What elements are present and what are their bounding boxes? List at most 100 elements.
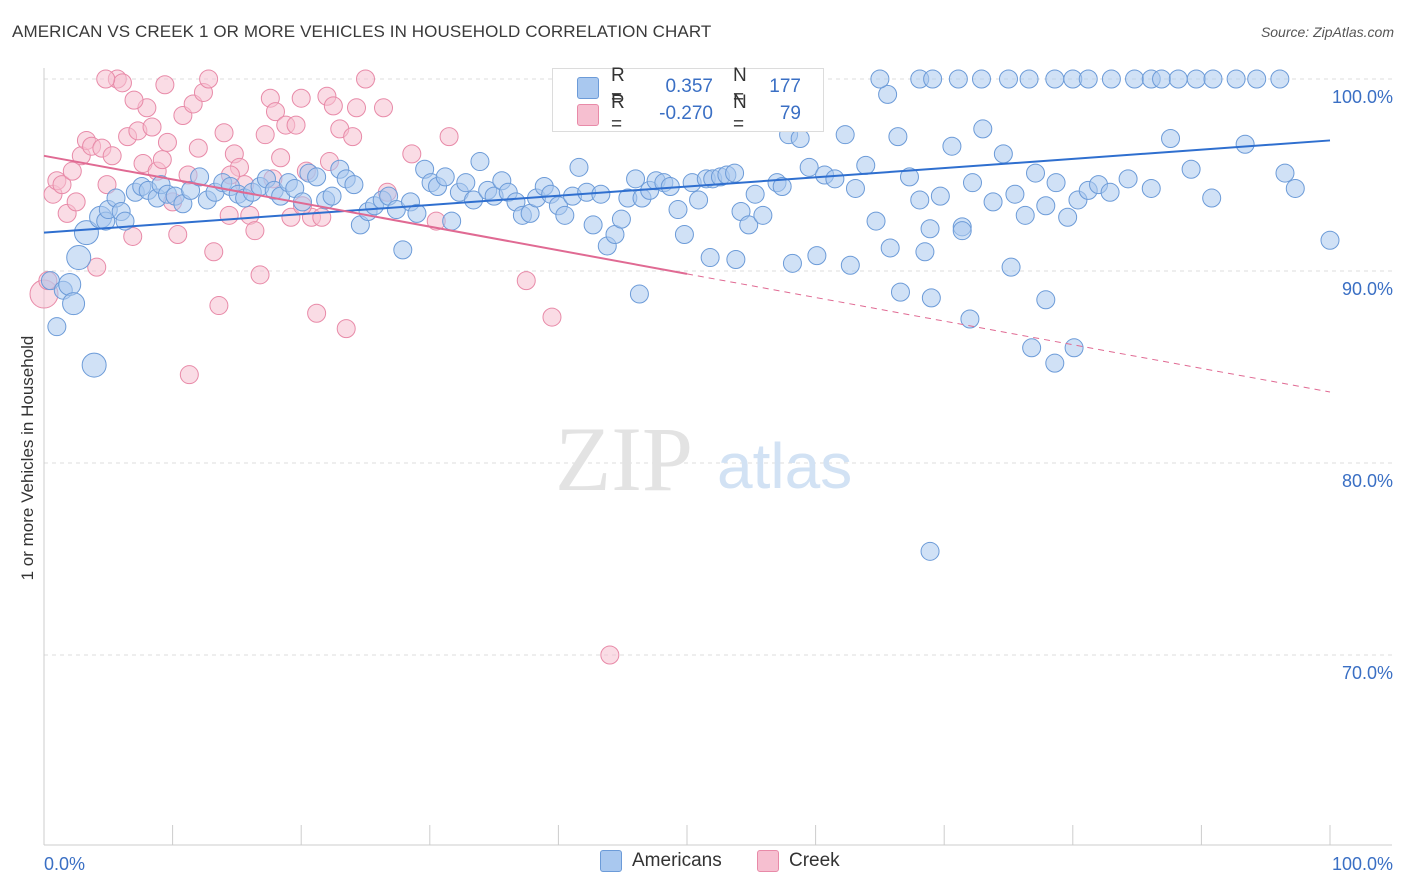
american-point xyxy=(923,69,943,89)
american-point xyxy=(407,203,427,223)
american-point xyxy=(971,69,991,89)
creek-point xyxy=(312,207,332,227)
american-point xyxy=(307,167,327,187)
american-point xyxy=(870,69,890,89)
american-point xyxy=(1186,69,1206,89)
y-axis-title: 1 or more Vehicles in Household xyxy=(18,336,37,581)
american-point xyxy=(1141,178,1161,198)
creek-point xyxy=(204,242,224,262)
american-point xyxy=(799,157,819,177)
americans-n-value: 177 xyxy=(769,76,801,97)
american-point xyxy=(825,169,845,189)
creek-point xyxy=(336,319,356,339)
american-point xyxy=(1247,69,1267,89)
y-tick-label: 80.0% xyxy=(1342,471,1393,491)
american-point xyxy=(1275,163,1295,183)
creek-trend-line-extension xyxy=(686,273,1331,393)
axes xyxy=(43,68,1392,846)
americans-n-label: N = xyxy=(733,65,747,108)
american-point xyxy=(470,152,490,172)
american-point xyxy=(591,184,611,204)
american-point xyxy=(66,245,92,271)
american-point xyxy=(322,186,342,206)
american-point xyxy=(948,69,968,89)
american-point xyxy=(1101,69,1121,89)
american-point xyxy=(442,211,462,231)
american-point xyxy=(1161,129,1181,149)
creek-point xyxy=(66,192,86,212)
creek-point xyxy=(286,115,306,135)
americans-r-value: 0.357 xyxy=(665,76,713,97)
american-point xyxy=(555,205,575,225)
creek-point xyxy=(346,98,366,118)
creek-point xyxy=(199,69,219,89)
creek-point xyxy=(343,127,363,147)
american-point xyxy=(962,173,982,193)
american-point xyxy=(807,246,827,266)
watermark-atlas: atlas xyxy=(717,430,852,502)
american-point xyxy=(1235,134,1255,154)
american-point xyxy=(1045,69,1065,89)
creek-n-value: 79 xyxy=(779,103,801,124)
creek-point xyxy=(168,225,188,245)
creek-point xyxy=(214,123,234,143)
american-point xyxy=(58,272,82,296)
axis-labels: 70.0% 80.0% 90.0% 100.0% 0.0% 100.0% 1 or more… xyxy=(18,87,1393,874)
creek-point xyxy=(323,96,343,116)
legend-item-americans[interactable]: Americans xyxy=(600,850,722,872)
american-point xyxy=(1168,69,1188,89)
creek-point xyxy=(402,144,422,164)
american-point xyxy=(1078,69,1098,89)
creek-point xyxy=(152,150,172,170)
american-point xyxy=(344,175,364,195)
american-point xyxy=(73,220,99,246)
creek-point xyxy=(142,117,162,137)
americans-points xyxy=(40,69,1340,561)
creek-point xyxy=(439,127,459,147)
american-point xyxy=(772,177,792,197)
creek-swatch xyxy=(577,104,599,126)
american-point xyxy=(674,225,694,245)
american-point xyxy=(1203,69,1223,89)
american-point xyxy=(878,84,898,104)
american-point xyxy=(999,69,1018,89)
american-point xyxy=(1005,184,1025,204)
american-point xyxy=(629,284,649,304)
american-point xyxy=(689,190,709,210)
legend-item-creek[interactable]: Creek xyxy=(757,850,840,872)
american-point xyxy=(81,352,107,378)
trend-lines xyxy=(43,139,1331,393)
legend-swatch-creek xyxy=(757,850,779,872)
creek-point xyxy=(179,365,199,385)
creek-point xyxy=(123,226,143,246)
x-tick-label: 0.0% xyxy=(44,854,85,874)
american-point xyxy=(1064,338,1084,358)
american-point xyxy=(1285,178,1305,198)
american-point xyxy=(899,167,919,187)
creek-r-label: R = xyxy=(611,92,625,135)
american-point xyxy=(753,205,773,225)
american-point xyxy=(393,240,413,260)
american-point xyxy=(190,167,210,187)
american-point xyxy=(435,167,455,187)
american-point xyxy=(1100,182,1120,202)
american-point xyxy=(1019,69,1039,89)
legend-label-americans: Americans xyxy=(632,850,722,871)
american-point xyxy=(1045,353,1065,373)
american-point xyxy=(668,200,688,220)
american-point xyxy=(921,288,941,308)
american-point xyxy=(845,178,865,198)
american-point xyxy=(910,190,930,210)
creek-point xyxy=(291,88,311,108)
american-point xyxy=(835,125,855,145)
american-point xyxy=(1036,290,1056,310)
creek-point xyxy=(102,146,122,166)
creek-point xyxy=(219,205,239,225)
creek-point xyxy=(209,296,229,316)
american-point xyxy=(464,190,484,210)
creek-point xyxy=(62,161,82,181)
american-point xyxy=(880,238,900,258)
watermark-zip: ZIP xyxy=(555,408,693,510)
american-point xyxy=(739,215,759,235)
american-point xyxy=(920,219,940,239)
